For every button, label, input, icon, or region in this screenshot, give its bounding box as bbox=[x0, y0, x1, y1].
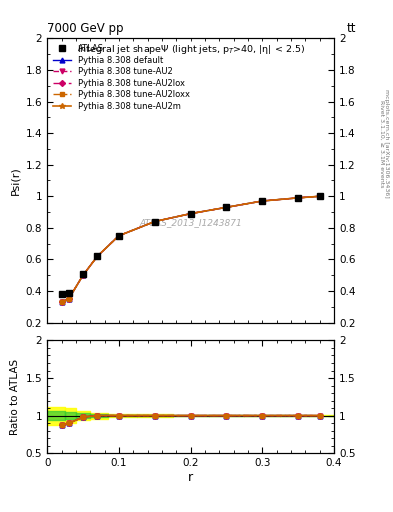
Text: ATLAS_2013_I1243871: ATLAS_2013_I1243871 bbox=[139, 219, 242, 228]
Text: tt: tt bbox=[346, 22, 356, 35]
Text: Rivet 3.1.10, ≥ 3.1M events: Rivet 3.1.10, ≥ 3.1M events bbox=[379, 100, 384, 187]
Text: mcplots.cern.ch [arXiv:1306.3436]: mcplots.cern.ch [arXiv:1306.3436] bbox=[384, 89, 389, 198]
Y-axis label: Psi(r): Psi(r) bbox=[10, 166, 20, 195]
Text: 7000 GeV pp: 7000 GeV pp bbox=[47, 22, 124, 35]
Y-axis label: Ratio to ATLAS: Ratio to ATLAS bbox=[10, 359, 20, 435]
Legend: ATLAS, Pythia 8.308 default, Pythia 8.308 tune-AU2, Pythia 8.308 tune-AU2lox, Py: ATLAS, Pythia 8.308 default, Pythia 8.30… bbox=[50, 41, 193, 114]
Text: Integral jet shapeΨ (light jets, p$_T$>40, |η| < 2.5): Integral jet shapeΨ (light jets, p$_T$>4… bbox=[77, 42, 305, 56]
X-axis label: r: r bbox=[188, 471, 193, 484]
